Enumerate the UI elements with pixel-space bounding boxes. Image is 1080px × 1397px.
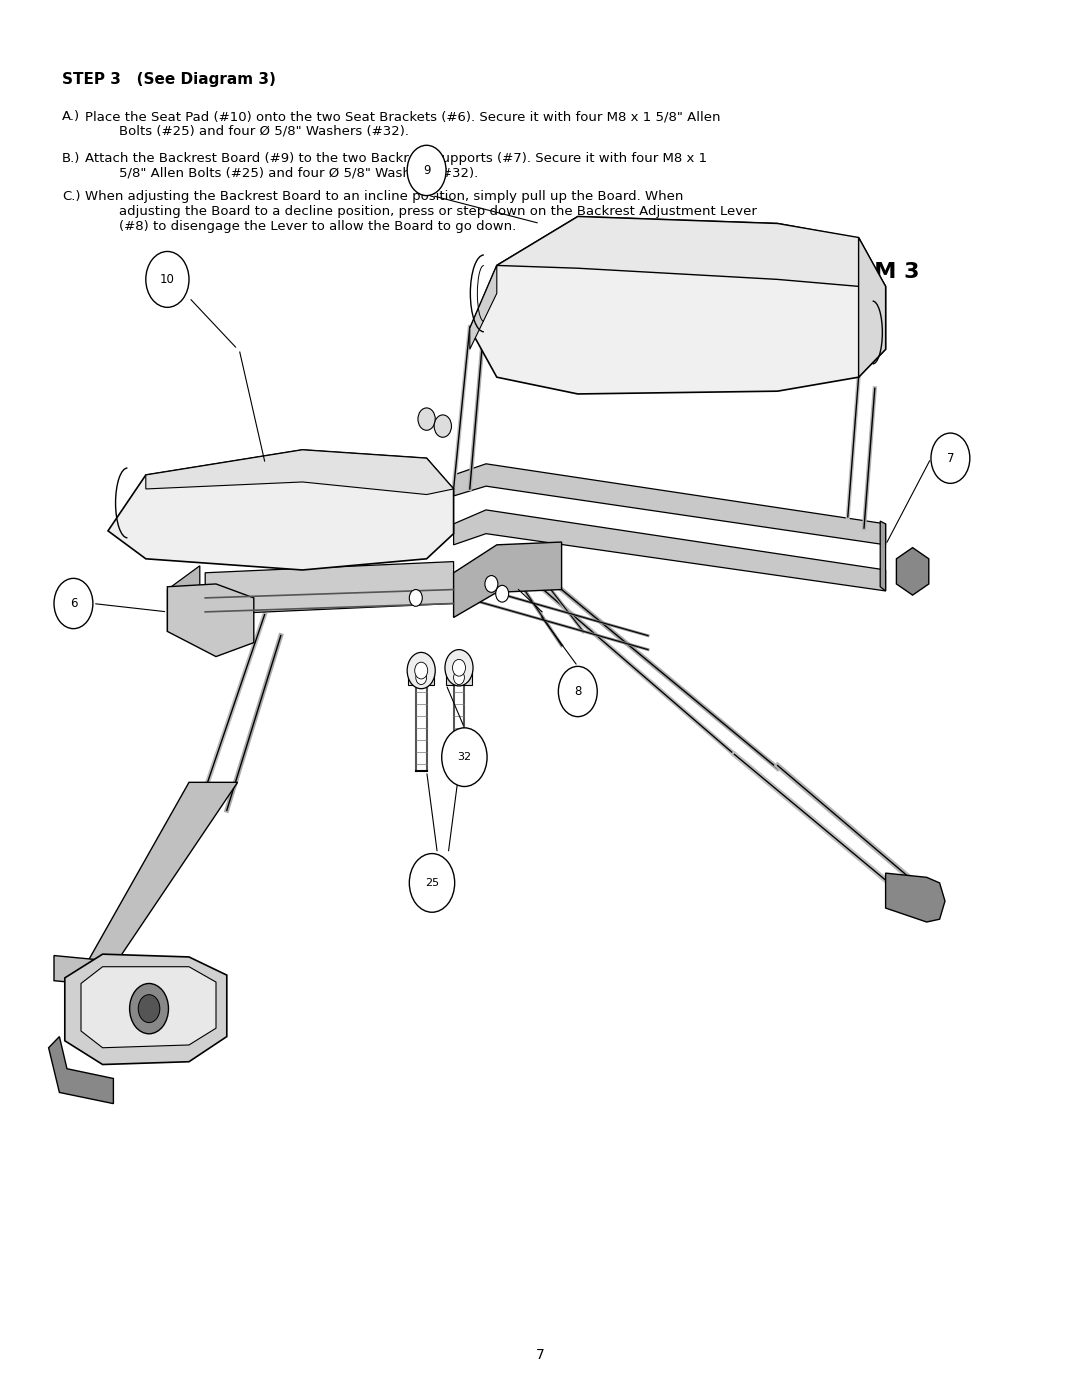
Text: Attach the Backrest Board (#9) to the two Backrest Supports (#7). Secure it with: Attach the Backrest Board (#9) to the tw… bbox=[85, 152, 707, 180]
Circle shape bbox=[407, 145, 446, 196]
Polygon shape bbox=[497, 217, 886, 286]
Polygon shape bbox=[146, 450, 454, 495]
Text: 6: 6 bbox=[70, 597, 77, 610]
Circle shape bbox=[931, 433, 970, 483]
Circle shape bbox=[409, 854, 455, 912]
Polygon shape bbox=[880, 521, 886, 591]
Text: DIAGRAM 3: DIAGRAM 3 bbox=[779, 263, 920, 282]
Circle shape bbox=[407, 652, 435, 689]
Text: 9: 9 bbox=[423, 163, 430, 177]
Circle shape bbox=[146, 251, 189, 307]
Text: B.): B.) bbox=[62, 152, 80, 165]
Polygon shape bbox=[454, 464, 886, 545]
Polygon shape bbox=[470, 217, 886, 394]
Circle shape bbox=[418, 408, 435, 430]
Circle shape bbox=[434, 415, 451, 437]
Circle shape bbox=[130, 983, 168, 1034]
Text: 10: 10 bbox=[160, 272, 175, 286]
Text: C.): C.) bbox=[62, 190, 81, 203]
Circle shape bbox=[415, 662, 428, 679]
Polygon shape bbox=[896, 548, 929, 595]
Text: 32: 32 bbox=[457, 752, 472, 763]
Polygon shape bbox=[86, 782, 238, 971]
Text: A.): A.) bbox=[62, 110, 80, 123]
Polygon shape bbox=[108, 450, 454, 570]
Text: STEP 3   (See Diagram 3): STEP 3 (See Diagram 3) bbox=[62, 73, 275, 87]
Text: Place the Seat Pad (#10) onto the two Seat Brackets (#6). Secure it with four M8: Place the Seat Pad (#10) onto the two Se… bbox=[85, 110, 720, 138]
Circle shape bbox=[445, 650, 473, 686]
Polygon shape bbox=[49, 1037, 113, 1104]
Text: 25: 25 bbox=[424, 877, 440, 888]
Text: 7: 7 bbox=[536, 1348, 544, 1362]
Polygon shape bbox=[859, 237, 886, 377]
Circle shape bbox=[409, 590, 422, 606]
Circle shape bbox=[496, 585, 509, 602]
Circle shape bbox=[54, 578, 93, 629]
Circle shape bbox=[442, 728, 487, 787]
Polygon shape bbox=[454, 542, 562, 617]
Polygon shape bbox=[167, 584, 254, 657]
Circle shape bbox=[453, 659, 465, 676]
Polygon shape bbox=[446, 671, 472, 685]
Circle shape bbox=[416, 671, 427, 685]
Text: When adjusting the Backrest Board to an incline position, simply pull up the Boa: When adjusting the Backrest Board to an … bbox=[85, 190, 757, 233]
Polygon shape bbox=[454, 510, 886, 591]
Polygon shape bbox=[408, 671, 434, 685]
Circle shape bbox=[558, 666, 597, 717]
Polygon shape bbox=[886, 873, 945, 922]
Polygon shape bbox=[81, 967, 216, 1048]
Polygon shape bbox=[470, 265, 497, 349]
Circle shape bbox=[138, 995, 160, 1023]
Circle shape bbox=[485, 576, 498, 592]
Polygon shape bbox=[54, 956, 200, 995]
Polygon shape bbox=[65, 954, 227, 1065]
Polygon shape bbox=[167, 566, 200, 631]
Polygon shape bbox=[205, 562, 454, 615]
Text: 7: 7 bbox=[947, 451, 954, 465]
Circle shape bbox=[454, 671, 464, 685]
Text: 8: 8 bbox=[575, 685, 581, 698]
